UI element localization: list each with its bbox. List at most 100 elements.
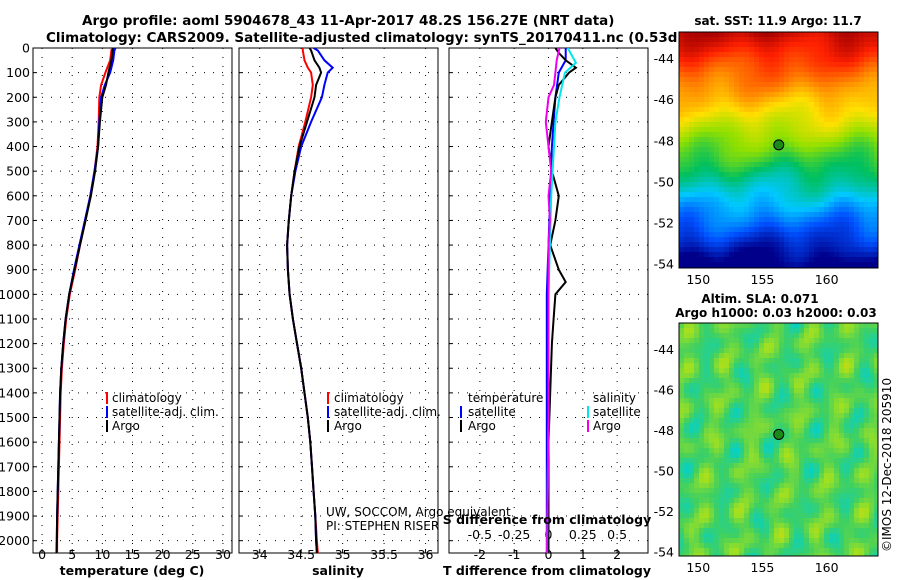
map-cell (769, 52, 775, 58)
map-cell (729, 97, 735, 103)
map-cell (859, 533, 865, 539)
map-cell (834, 323, 840, 329)
map-cell (724, 252, 730, 258)
map-cell (779, 488, 785, 494)
map-cell (849, 518, 855, 524)
map-cell (864, 32, 870, 38)
map-cell (724, 488, 730, 494)
map-cell (869, 548, 875, 554)
temperature-x-tick-label: 20 (155, 547, 171, 562)
map-cell (764, 553, 770, 556)
map-cell (839, 57, 845, 63)
map-cell (694, 252, 700, 258)
map-cell (854, 117, 860, 123)
map-cell (744, 37, 750, 43)
map-cell (694, 543, 700, 549)
map-cell (749, 358, 755, 364)
map-cell (749, 207, 755, 213)
map-cell (869, 553, 875, 556)
map-cell (804, 57, 810, 63)
map-cell (824, 543, 830, 549)
map-cell (784, 122, 790, 128)
map-cell (859, 37, 865, 43)
map-cell (704, 157, 710, 163)
map-cell (679, 122, 685, 128)
map-cell (704, 72, 710, 78)
map-cell (789, 172, 795, 178)
map-cell (749, 343, 755, 349)
map-cell (719, 478, 725, 484)
map-cell (704, 87, 710, 93)
map-cell (724, 378, 730, 384)
map-cell (689, 348, 695, 354)
map-cell (684, 343, 690, 349)
map-cell (864, 443, 870, 449)
map-cell (784, 363, 790, 369)
map-cell (759, 468, 765, 474)
map-cell (699, 408, 705, 414)
map-cell (864, 333, 870, 339)
map-cell (809, 448, 815, 454)
map-cell (869, 453, 875, 459)
map-cell (814, 413, 820, 419)
map-cell (814, 513, 820, 519)
map-cell (709, 433, 715, 439)
map-cell (749, 172, 755, 178)
map-cell (869, 333, 875, 339)
map-cell (784, 112, 790, 118)
map-cell (849, 418, 855, 424)
map-cell (859, 57, 865, 63)
map-cell (709, 538, 715, 544)
salinity-line-argo (286, 48, 323, 553)
map-cell (724, 503, 730, 509)
map-cell (839, 227, 845, 233)
map-cell (864, 528, 870, 534)
map-cell (859, 167, 865, 173)
map-cell (704, 67, 710, 73)
map-cell (794, 237, 800, 243)
map-cell (744, 217, 750, 223)
map-cell (769, 373, 775, 379)
map-cell (834, 393, 840, 399)
map-cell (699, 82, 705, 88)
map-cell (784, 478, 790, 484)
map-cell (689, 137, 695, 143)
map-cell (734, 37, 740, 43)
map-cell (794, 473, 800, 479)
map-cell (679, 383, 685, 389)
map-cell (679, 192, 685, 198)
map-cell (874, 37, 878, 43)
map-cell (834, 403, 840, 409)
map-cell (764, 468, 770, 474)
map-cell (754, 37, 760, 43)
map-cell (779, 107, 785, 113)
map-cell (694, 237, 700, 243)
map-cell (869, 408, 875, 414)
map-cell (699, 543, 705, 549)
map-cell (859, 413, 865, 419)
map-cell (774, 508, 780, 514)
map-cell (829, 172, 835, 178)
map-cell (874, 142, 878, 148)
map-cell (794, 513, 800, 519)
map-cell (859, 107, 865, 113)
map-cell (754, 553, 760, 556)
map-cell (689, 197, 695, 203)
map-cell (789, 353, 795, 359)
map-cell (749, 528, 755, 534)
map-cell (729, 398, 735, 404)
map-cell (769, 237, 775, 243)
map-cell (829, 328, 835, 334)
map-cell (744, 483, 750, 489)
map-cell (864, 252, 870, 258)
map-cell (819, 388, 825, 394)
map-cell (744, 363, 750, 369)
map-cell (799, 373, 805, 379)
map-cell (724, 498, 730, 504)
map-cell (714, 488, 720, 494)
map-cell (709, 102, 715, 108)
map-cell (814, 443, 820, 449)
map-cell (864, 52, 870, 58)
map-cell (824, 167, 830, 173)
map-cell (679, 257, 685, 263)
